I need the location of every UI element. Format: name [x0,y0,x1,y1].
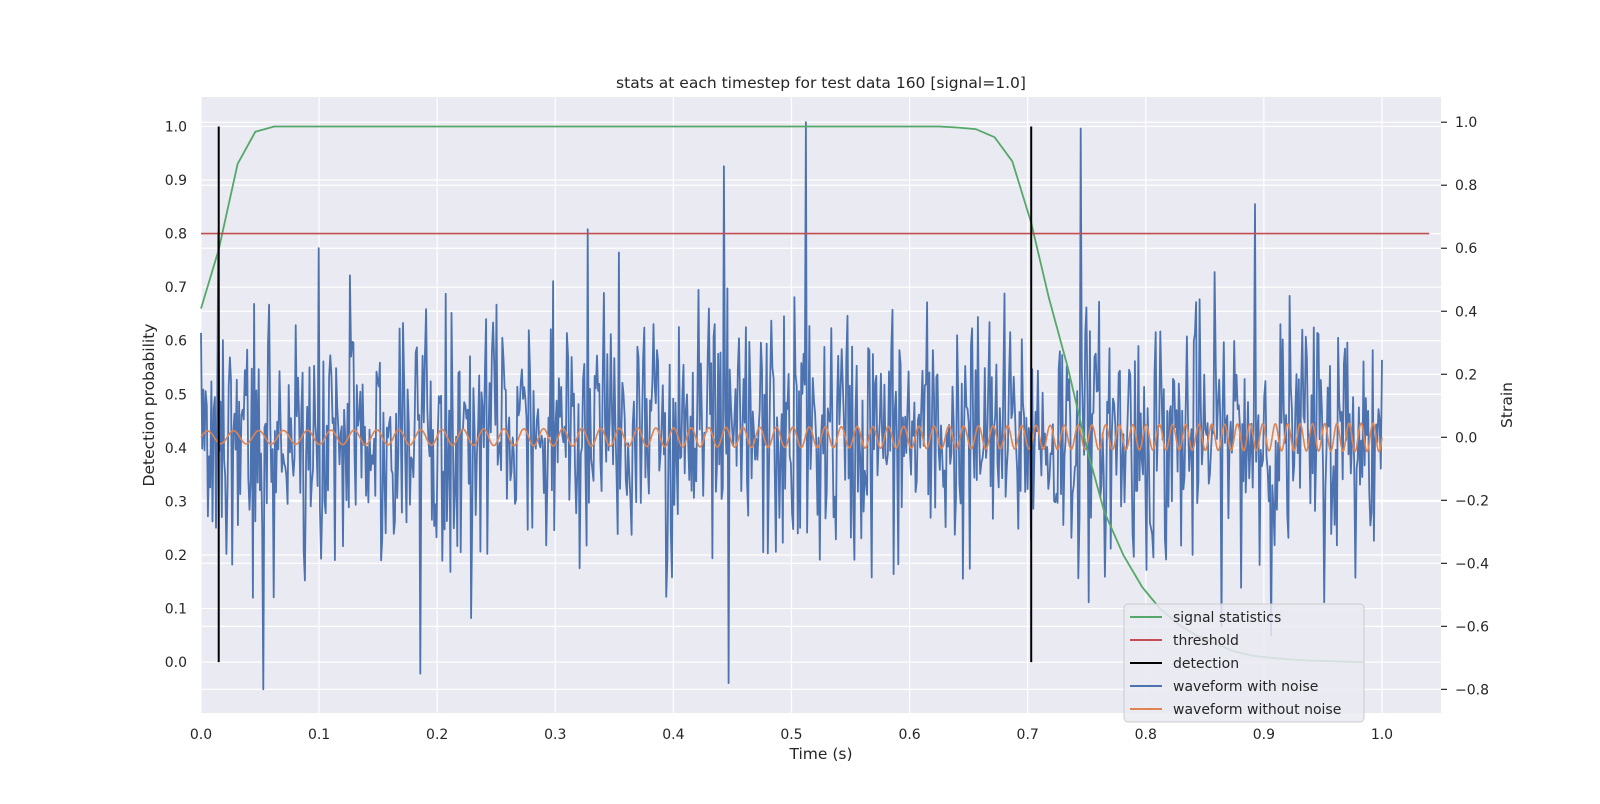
chart-title: stats at each timestep for test data 160… [616,74,1026,92]
x-tick-label: 0.7 [1017,727,1039,743]
y-right-tick-label: −0.2 [1455,493,1489,509]
legend: signal statistics threshold detection wa… [1123,603,1365,723]
y-axis-right-label: Strain [1498,382,1516,428]
y-left-tick-label: 0.4 [165,441,187,457]
y-left-tick-label: 0.5 [165,387,187,403]
y-left-tick-label: 0.3 [165,494,187,510]
y-right-tick-label: 0.2 [1455,367,1477,383]
y-left-tick-label: 0.6 [165,334,187,350]
legend-label-waveform-with-noise: waveform with noise [1173,679,1318,695]
legend-label-waveform-without-noise: waveform without noise [1173,702,1341,718]
y-right-tick-label: 1.0 [1455,115,1477,131]
legend-box [1123,603,1365,723]
x-axis-label: Time (s) [788,745,852,763]
y-right-tick-label: −0.4 [1455,556,1489,572]
y-left-tick-label: 0.1 [165,602,187,618]
legend-label-signal-statistics: signal statistics [1173,610,1281,626]
legend-label-detection: detection [1173,656,1239,672]
x-tick-label: 0.3 [544,727,566,743]
x-tick-label: 0.8 [1135,727,1157,743]
series-waveform-without-noise [200,422,1383,453]
x-tick-label: 0.1 [308,727,330,743]
y-left-tick-label: 0.0 [165,655,187,671]
y-right-tick-label: 0.8 [1455,178,1477,194]
series-waveform-with-noise [200,121,1383,691]
x-tick-label: 0.9 [1253,727,1275,743]
y-left-tick-label: 0.2 [165,548,187,564]
x-tick-label: 0.2 [426,727,448,743]
legend-label-threshold: threshold [1173,633,1239,649]
y-axis-left-label: Detection probability [140,324,158,487]
x-tick-label: 0.5 [780,727,802,743]
y-left-tick-label: 0.8 [165,227,187,243]
x-tick-label: 0.6 [898,727,920,743]
x-tick-label: 0.4 [662,727,684,743]
y-right-tick-label: −0.8 [1455,682,1489,698]
ticks-layer: 0.0 0.1 0.2 0.3 0.4 0.5 0.6 0.7 0.8 0.9 1.0 0.0 0.1 0… [165,115,1489,743]
y-right-tick-label: −0.6 [1455,619,1489,635]
y-left-tick-label: 0.7 [165,280,187,296]
x-tick-label: 1.0 [1371,727,1393,743]
x-tick-label: 0.0 [190,727,212,743]
y-left-tick-label: 0.9 [165,173,187,189]
y-right-tick-label: 0.6 [1455,241,1477,257]
y-right-tick-label: 0.4 [1455,304,1477,320]
y-right-tick-label: 0.0 [1455,430,1477,446]
y-left-tick-label: 1.0 [165,119,187,135]
